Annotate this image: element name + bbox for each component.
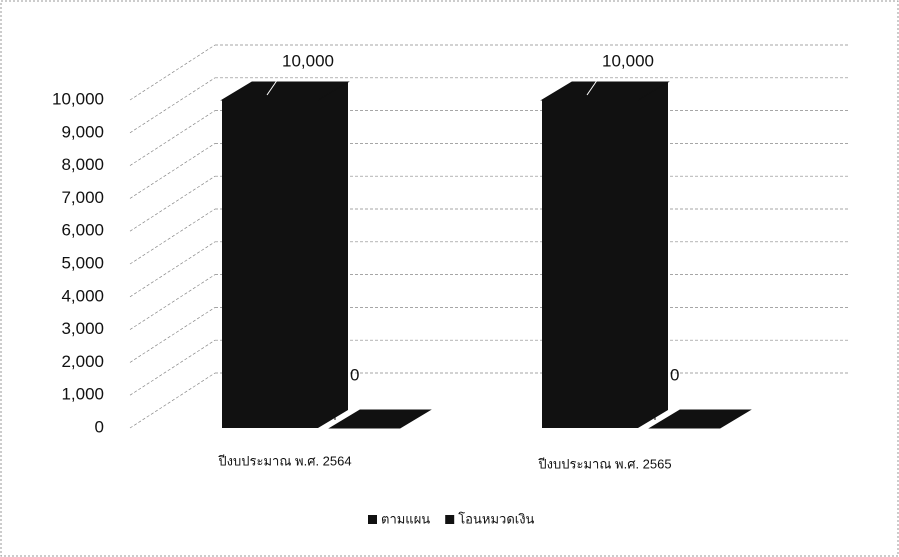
grid-line — [129, 307, 216, 363]
leader-line — [654, 377, 665, 420]
legend-swatch — [445, 515, 455, 524]
grid-line — [129, 77, 216, 134]
data-label: 0 — [670, 365, 679, 384]
leader-line — [266, 75, 281, 96]
data-label: 0 — [350, 365, 359, 384]
grid-line — [129, 241, 216, 298]
grid-line — [129, 274, 216, 330]
leader-line — [586, 75, 601, 96]
y-tick-label: 1,000 — [61, 385, 104, 404]
y-tick-label: 8,000 — [61, 155, 104, 174]
y-tick-label: 3,000 — [61, 319, 104, 338]
y-tick-label: 5,000 — [61, 253, 104, 272]
x-tick-label: ปีงบประมาณ พ.ศ. 2564 — [217, 453, 351, 468]
bar-side — [638, 82, 668, 428]
y-tick-label: 2,000 — [61, 352, 104, 371]
grid-line — [129, 175, 216, 232]
bar — [542, 100, 638, 428]
legend-label: โอนหมวดเงิน — [458, 511, 534, 526]
grid-line — [129, 44, 216, 101]
y-tick-label: 9,000 — [61, 122, 104, 141]
data-label: 10,000 — [282, 51, 334, 70]
grid-line — [129, 372, 216, 429]
data-label: 10,000 — [602, 51, 654, 70]
legend-label: ตามแผน — [381, 511, 430, 526]
grid-line — [129, 339, 216, 396]
x-tick-label: ปีงบประมาณ พ.ศ. 2565 — [537, 456, 671, 471]
bar-top — [648, 409, 752, 429]
y-tick-label: 10,000 — [52, 89, 104, 108]
bar-side — [318, 82, 348, 428]
legend-swatch — [368, 515, 377, 524]
grid-line — [129, 110, 216, 166]
y-tick-label: 0 — [95, 417, 104, 436]
bar-top — [328, 409, 432, 429]
y-tick-label: 6,000 — [61, 221, 104, 240]
y-tick-label: 4,000 — [61, 286, 104, 305]
grid-line — [129, 208, 216, 265]
leader-line — [334, 377, 345, 420]
grid-line — [129, 143, 216, 199]
y-tick-label: 7,000 — [61, 188, 104, 207]
bar — [222, 100, 318, 428]
